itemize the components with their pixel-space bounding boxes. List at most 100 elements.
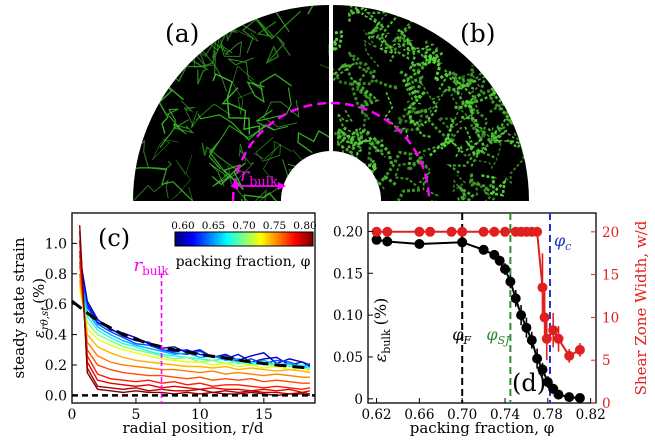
fiber-strand (180, 100, 196, 127)
colorbar-segment (205, 232, 208, 246)
fiber-strand (475, 139, 502, 170)
fiber-strand (197, 113, 276, 141)
x-tick-label: 5 (131, 407, 140, 423)
fiber-strand (218, 121, 289, 143)
fiber-strand (363, 29, 380, 68)
strain-profile-line (79, 231, 311, 395)
fiber-strand (393, 100, 423, 132)
fiber-strand (232, 65, 255, 115)
panel-c-series (71, 225, 315, 403)
colorbar-segment (243, 232, 246, 246)
colorbar-segment (311, 232, 314, 246)
y-tick-label: 0.0 (45, 388, 67, 404)
fiber-strand (172, 119, 195, 135)
colorbar-segment (271, 232, 274, 246)
bulk-strain-point (553, 389, 564, 400)
strain-profile-line (79, 250, 311, 391)
inner-hole (281, 151, 381, 201)
shear-width-point (537, 282, 548, 293)
colorbar-tick-label: 0.70 (232, 220, 255, 232)
colorbar-segment (253, 232, 256, 246)
colorbar-segment (265, 232, 268, 246)
colorbar-frame (174, 231, 314, 247)
colorbar-segment (209, 232, 212, 246)
shear-width-point (371, 226, 382, 237)
fiber-strand (333, 60, 380, 109)
colorbar-segment (251, 232, 254, 246)
fiber-strand (333, 62, 355, 86)
fiber-strand (446, 148, 483, 175)
colorbar-segment (247, 232, 250, 246)
strain-profile-line (79, 261, 310, 384)
fiber-strand (428, 118, 455, 158)
strain-profile-line (79, 288, 311, 372)
colorbar-segment (277, 232, 280, 246)
fiber-strand (413, 5, 429, 28)
colorbar-segment (279, 232, 282, 246)
panel-c-ticks: 0 5 10 15 0.0 0.2 0.4 0.6 0.8 1.0 (45, 236, 273, 423)
fiber-strand (227, 57, 264, 91)
fiber-strand (211, 162, 246, 191)
fiber-strand (133, 15, 152, 37)
colorbar-segment (249, 232, 252, 246)
fiber-strand (485, 116, 516, 144)
colorbar-segment (201, 232, 204, 246)
fiber-strand (358, 61, 399, 90)
colorbar-tick-label: 0.60 (171, 220, 194, 232)
threshold-label: φSJ (486, 325, 510, 347)
y-tick-label: 0.2 (45, 358, 67, 374)
colorbar-segment (215, 232, 218, 246)
fiber-strand (511, 93, 526, 132)
shear-width-point (574, 344, 585, 355)
threshold-label: φc (554, 231, 571, 253)
shear-width-point (457, 226, 468, 237)
fiber-strand (319, 44, 329, 83)
fiber-strand (393, 161, 421, 189)
shear-width-point (425, 226, 436, 237)
colorbar-segment (305, 232, 308, 246)
fiber-strand (389, 39, 432, 62)
strain-profile-line (79, 281, 311, 374)
fiber-strand (347, 51, 373, 98)
shear-width-point (446, 226, 457, 237)
y-tick-label: 0.05 (333, 350, 363, 366)
fiber-strand (259, 140, 293, 201)
fiber-strand (491, 124, 515, 142)
panel-c-xlabel: radial position, r/d (122, 419, 263, 437)
strain-profile-line (79, 273, 310, 378)
fiber-strand (372, 5, 403, 6)
y-right-tick-label: 10 (602, 310, 619, 326)
x-tick-label: 15 (255, 407, 273, 423)
x-tick-label: 0.78 (533, 407, 563, 423)
x-tick-label: 0.66 (404, 407, 434, 423)
colorbar-tick-label: 0.65 (202, 220, 225, 232)
fiber-strand (451, 65, 475, 90)
colorbar-segment (239, 232, 242, 246)
bulk-strain-point (382, 236, 393, 247)
shear-width-point (539, 312, 550, 323)
fiber-strand (480, 174, 507, 197)
bulk-strain-point (537, 364, 548, 375)
colorbar-segment (241, 232, 244, 246)
fiber-strand (234, 143, 255, 183)
colorbar-segment (235, 232, 238, 246)
colorbar-segment (281, 232, 284, 246)
fiber-strand (240, 192, 281, 201)
bulk-strain-point (478, 244, 489, 255)
fiber-strand (350, 69, 376, 108)
colorbar-segment (187, 232, 190, 246)
panel-d-ylabel: εbulk(%) (371, 298, 393, 363)
fiber-strand (256, 87, 292, 122)
fiber-strand (265, 35, 291, 64)
bulk-strain-point (457, 237, 468, 248)
shear-width-point (489, 226, 500, 237)
fiber-strand (382, 150, 426, 180)
panel-label-b: (b) (460, 19, 496, 48)
fiber-strand (404, 56, 435, 105)
fiber-strand (422, 54, 452, 84)
fiber-strand (497, 17, 511, 62)
rbulk-arc (231, 101, 431, 202)
shear-width-point (414, 226, 425, 237)
bulk-strain-point (526, 335, 537, 346)
